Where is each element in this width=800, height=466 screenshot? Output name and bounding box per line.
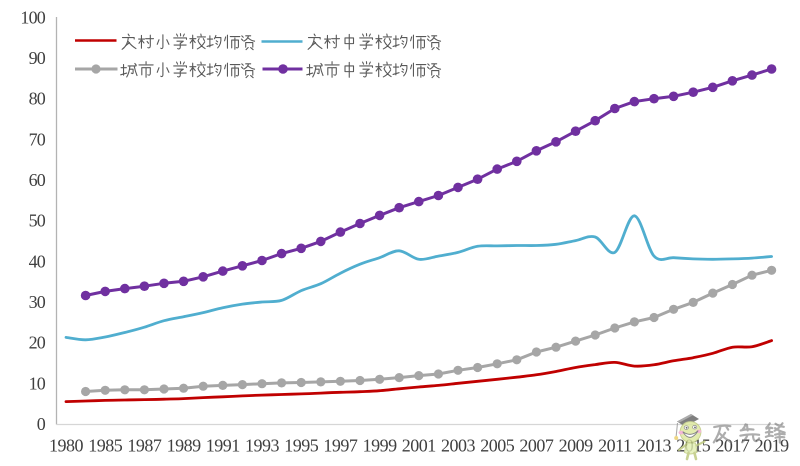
svg-text:1995: 1995 [284,436,319,456]
svg-text:1987: 1987 [127,436,162,456]
svg-text:30: 30 [29,292,46,312]
svg-text:1997: 1997 [323,436,358,456]
svg-text:80: 80 [29,89,46,109]
svg-text:40: 40 [29,251,46,271]
svg-text:1985: 1985 [88,436,123,456]
svg-text:2005: 2005 [480,436,515,456]
svg-text:2007: 2007 [519,436,554,456]
svg-text:2017: 2017 [715,436,750,456]
svg-text:1999: 1999 [363,436,398,456]
svg-text:0: 0 [37,414,46,434]
svg-text:2013: 2013 [637,436,672,456]
svg-text:100: 100 [20,7,45,27]
svg-text:10: 10 [29,373,46,393]
svg-text:2001: 2001 [402,436,436,456]
svg-text:1991: 1991 [206,436,240,456]
svg-text:1980: 1980 [49,436,84,456]
svg-text:2011: 2011 [598,436,631,456]
svg-text:70: 70 [29,129,46,149]
svg-text:1993: 1993 [245,436,280,456]
svg-text:60: 60 [29,170,46,190]
svg-text:50: 50 [29,211,46,231]
svg-text:90: 90 [29,48,46,68]
svg-text:1989: 1989 [167,436,202,456]
svg-text:2003: 2003 [441,436,476,456]
svg-text:2009: 2009 [559,436,594,456]
svg-text:20: 20 [29,333,46,353]
